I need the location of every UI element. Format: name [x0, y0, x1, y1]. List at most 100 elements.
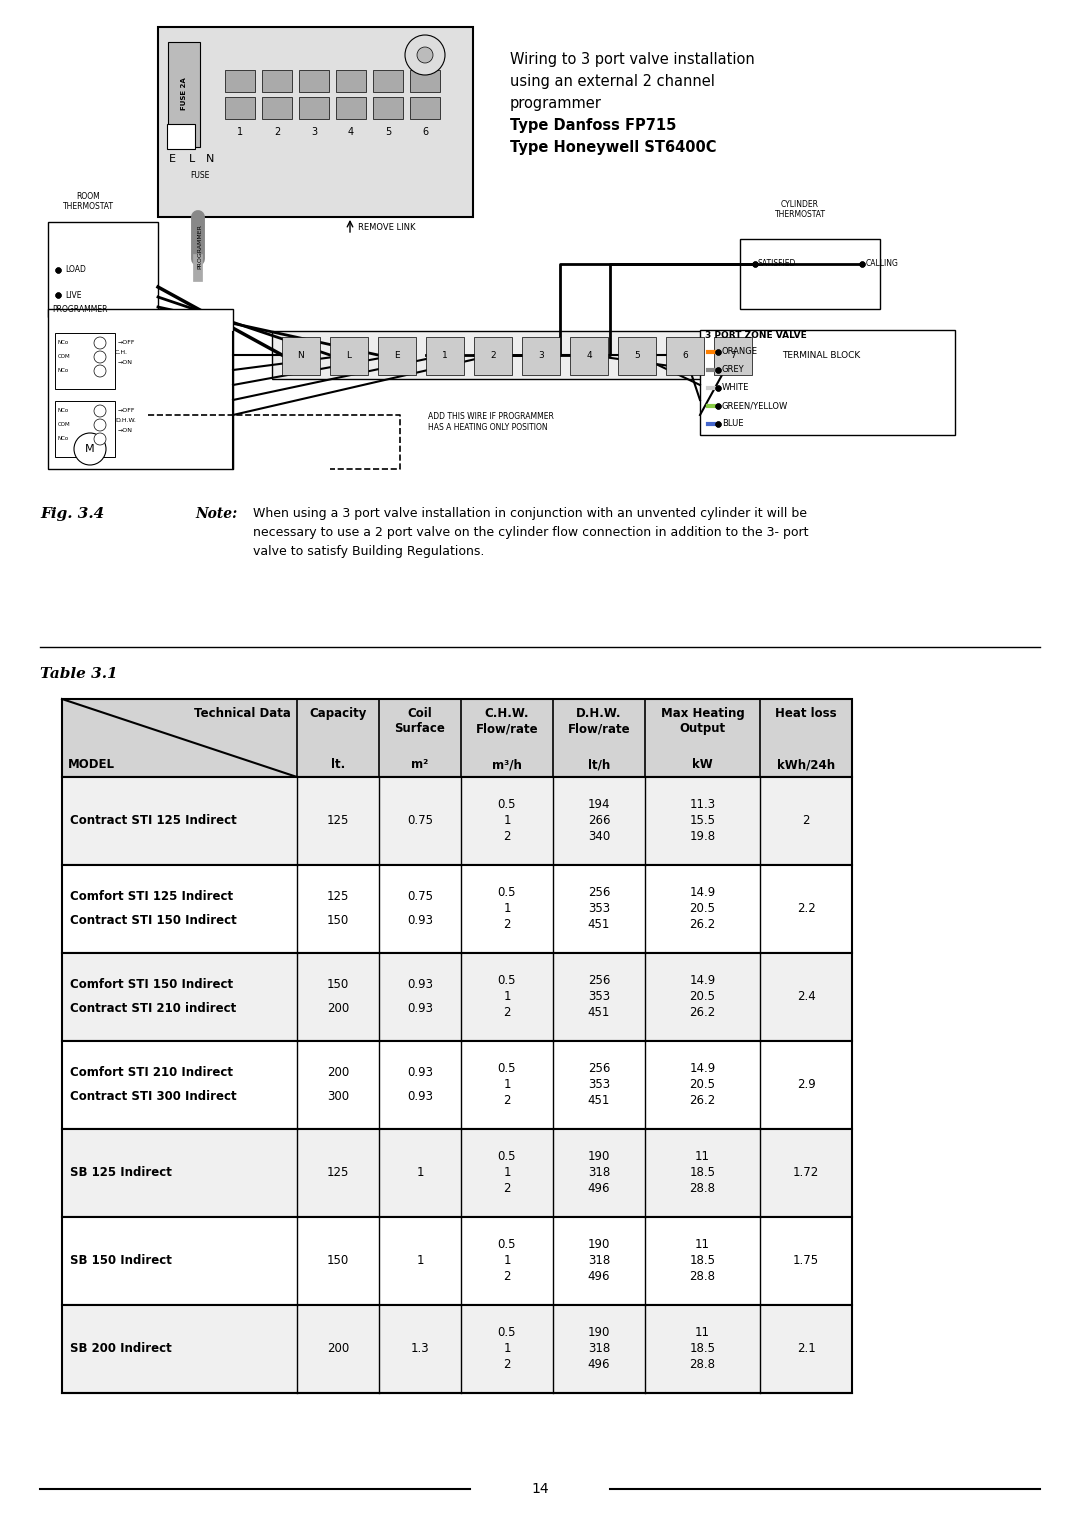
Text: 4: 4	[348, 127, 354, 137]
Text: 0.5: 0.5	[498, 799, 516, 811]
Bar	[426, 337, 464, 376]
Text: SB 150 Indirect: SB 150 Indirect	[70, 1255, 172, 1267]
Circle shape	[94, 434, 106, 444]
Text: 26.2: 26.2	[689, 1095, 716, 1107]
Text: 2: 2	[503, 1359, 511, 1371]
Text: 1: 1	[503, 1342, 511, 1356]
Text: 190: 190	[588, 1327, 610, 1339]
Bar	[299, 70, 329, 92]
Text: 451: 451	[588, 919, 610, 931]
Bar	[272, 331, 772, 379]
Text: NCo: NCo	[58, 437, 69, 441]
Bar	[62, 864, 852, 953]
Text: 14.9: 14.9	[689, 887, 716, 899]
Text: 496: 496	[588, 1182, 610, 1196]
Text: M: M	[85, 444, 95, 454]
Text: kWh/24h: kWh/24h	[777, 757, 835, 771]
Text: NCo: NCo	[58, 368, 69, 374]
Text: 2: 2	[503, 919, 511, 931]
Text: 2: 2	[274, 127, 280, 137]
Text: N: N	[298, 351, 305, 360]
Text: →ON: →ON	[118, 360, 133, 365]
Text: →ON: →ON	[118, 429, 133, 434]
Text: 150: 150	[327, 979, 349, 991]
Text: Note:: Note:	[195, 507, 238, 521]
Text: 11: 11	[696, 1327, 710, 1339]
Text: 125: 125	[327, 890, 349, 904]
Text: 451: 451	[588, 1006, 610, 1020]
Text: 11: 11	[696, 1238, 710, 1252]
Text: 0.93: 0.93	[407, 1003, 433, 1015]
Text: CYLINDER
THERMOSTAT: CYLINDER THERMOSTAT	[774, 200, 825, 218]
Circle shape	[405, 35, 445, 75]
Text: 318: 318	[588, 1342, 610, 1356]
Bar	[373, 98, 403, 119]
Text: 256: 256	[588, 887, 610, 899]
Text: Type Danfoss FP715: Type Danfoss FP715	[510, 118, 676, 133]
Text: m²: m²	[411, 757, 429, 771]
Text: Table 3.1: Table 3.1	[40, 667, 118, 681]
Text: 0.93: 0.93	[407, 1066, 433, 1080]
Text: 2: 2	[503, 1270, 511, 1284]
Text: Contract STI 210 indirect: Contract STI 210 indirect	[70, 1003, 237, 1015]
Text: 19.8: 19.8	[689, 831, 716, 843]
Bar	[48, 221, 158, 318]
Text: 190: 190	[588, 1238, 610, 1252]
Circle shape	[94, 337, 106, 350]
Text: 1: 1	[442, 351, 448, 360]
Bar	[225, 98, 255, 119]
Text: 18.5: 18.5	[689, 1255, 715, 1267]
Text: 18.5: 18.5	[689, 1167, 715, 1179]
Text: 1: 1	[503, 814, 511, 828]
Text: 5: 5	[384, 127, 391, 137]
Text: 200: 200	[327, 1342, 349, 1356]
Text: using an external 2 channel: using an external 2 channel	[510, 73, 715, 89]
Text: MODEL: MODEL	[68, 757, 114, 771]
Bar	[167, 124, 195, 150]
Text: 451: 451	[588, 1095, 610, 1107]
Text: FUSE 2A: FUSE 2A	[181, 78, 187, 110]
Text: 2.2: 2.2	[797, 902, 815, 916]
Text: →OFF: →OFF	[118, 341, 135, 345]
Text: →OFF: →OFF	[118, 409, 135, 414]
Text: 150: 150	[327, 1255, 349, 1267]
Text: 3 PORT ZONE VALVE: 3 PORT ZONE VALVE	[705, 330, 807, 339]
Text: 340: 340	[588, 831, 610, 843]
Text: 20.5: 20.5	[689, 991, 715, 1003]
Bar	[55, 402, 114, 457]
Text: GREY: GREY	[723, 365, 744, 374]
Text: 1: 1	[503, 1255, 511, 1267]
Text: C.H.W.
Flow/rate: C.H.W. Flow/rate	[475, 707, 538, 734]
Text: 4: 4	[586, 351, 592, 360]
Text: Wiring to 3 port valve installation: Wiring to 3 port valve installation	[510, 52, 755, 67]
Text: Fig. 3.4: Fig. 3.4	[40, 507, 105, 521]
Text: 14.9: 14.9	[689, 974, 716, 988]
Text: 7: 7	[730, 351, 735, 360]
Text: 2: 2	[503, 1182, 511, 1196]
Text: Comfort STI 150 Indirect: Comfort STI 150 Indirect	[70, 979, 233, 991]
Text: Contract STI 300 Indirect: Contract STI 300 Indirect	[70, 1090, 237, 1104]
Bar	[666, 337, 704, 376]
Text: 1: 1	[503, 991, 511, 1003]
Text: L: L	[347, 351, 351, 360]
Bar	[62, 1306, 852, 1393]
Text: 0.5: 0.5	[498, 1063, 516, 1075]
Text: Capacity: Capacity	[309, 707, 367, 721]
Bar	[62, 1128, 852, 1217]
Text: N: N	[206, 154, 214, 163]
Text: 1: 1	[503, 1078, 511, 1092]
Text: 200: 200	[327, 1066, 349, 1080]
Bar	[714, 337, 752, 376]
Text: 2: 2	[503, 1095, 511, 1107]
Text: GREEN/YELLOW: GREEN/YELLOW	[723, 402, 788, 411]
Text: 194: 194	[588, 799, 610, 811]
Text: 28.8: 28.8	[689, 1270, 715, 1284]
Bar	[225, 70, 255, 92]
Text: 0.5: 0.5	[498, 887, 516, 899]
Text: 1.75: 1.75	[793, 1255, 819, 1267]
Text: Heat loss: Heat loss	[775, 707, 837, 721]
Text: REMOVE LINK: REMOVE LINK	[357, 223, 416, 232]
Text: 496: 496	[588, 1270, 610, 1284]
Text: Max Heating
Output: Max Heating Output	[661, 707, 744, 734]
Bar	[55, 333, 114, 389]
